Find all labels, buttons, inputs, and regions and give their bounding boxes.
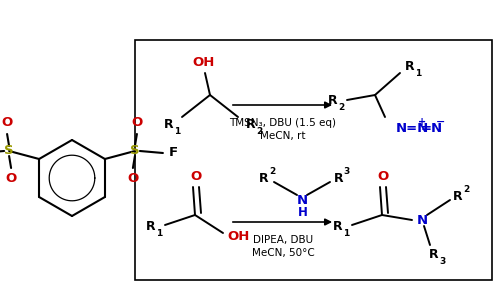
Text: O: O (190, 171, 202, 183)
Text: OH: OH (193, 56, 215, 69)
Text: −: − (436, 117, 446, 127)
Text: TMSN₃, DBU (1.5 eq): TMSN₃, DBU (1.5 eq) (230, 118, 336, 128)
Text: R: R (429, 248, 439, 260)
Text: N=N: N=N (396, 121, 429, 134)
Text: 1: 1 (415, 69, 421, 78)
Text: 3: 3 (344, 168, 350, 176)
Text: =N: =N (421, 121, 443, 134)
Text: 1: 1 (174, 128, 180, 136)
Text: F: F (168, 146, 177, 160)
Text: DIPEA, DBU: DIPEA, DBU (253, 235, 313, 245)
Text: O: O (378, 171, 388, 183)
Text: R: R (246, 118, 256, 131)
Text: R: R (333, 220, 343, 233)
Text: 2: 2 (256, 128, 262, 136)
Text: O: O (2, 116, 13, 129)
Text: R: R (453, 191, 463, 203)
Text: 2: 2 (338, 103, 344, 111)
Text: R: R (146, 220, 156, 233)
Text: N: N (416, 213, 428, 226)
Text: O: O (128, 173, 138, 186)
Bar (135, 40, 492, 280)
Text: S: S (130, 144, 140, 158)
Text: N: N (296, 193, 308, 206)
Text: 2: 2 (269, 166, 275, 176)
Text: 1: 1 (343, 230, 349, 238)
Text: O: O (6, 173, 16, 186)
Text: O: O (132, 116, 142, 129)
Text: OH: OH (228, 230, 250, 243)
Text: H: H (298, 206, 308, 218)
Text: 1: 1 (156, 230, 162, 238)
Text: R: R (334, 173, 344, 186)
Text: MeCN, rt: MeCN, rt (260, 131, 306, 141)
Text: R: R (405, 61, 415, 74)
Text: S: S (4, 144, 14, 158)
Text: R: R (259, 171, 269, 185)
Text: R: R (328, 93, 338, 106)
Text: 2: 2 (463, 186, 469, 195)
Text: MeCN, 50°C: MeCN, 50°C (252, 248, 314, 258)
Text: R: R (164, 118, 174, 131)
Text: 3: 3 (439, 256, 445, 265)
Text: +: + (418, 117, 426, 127)
